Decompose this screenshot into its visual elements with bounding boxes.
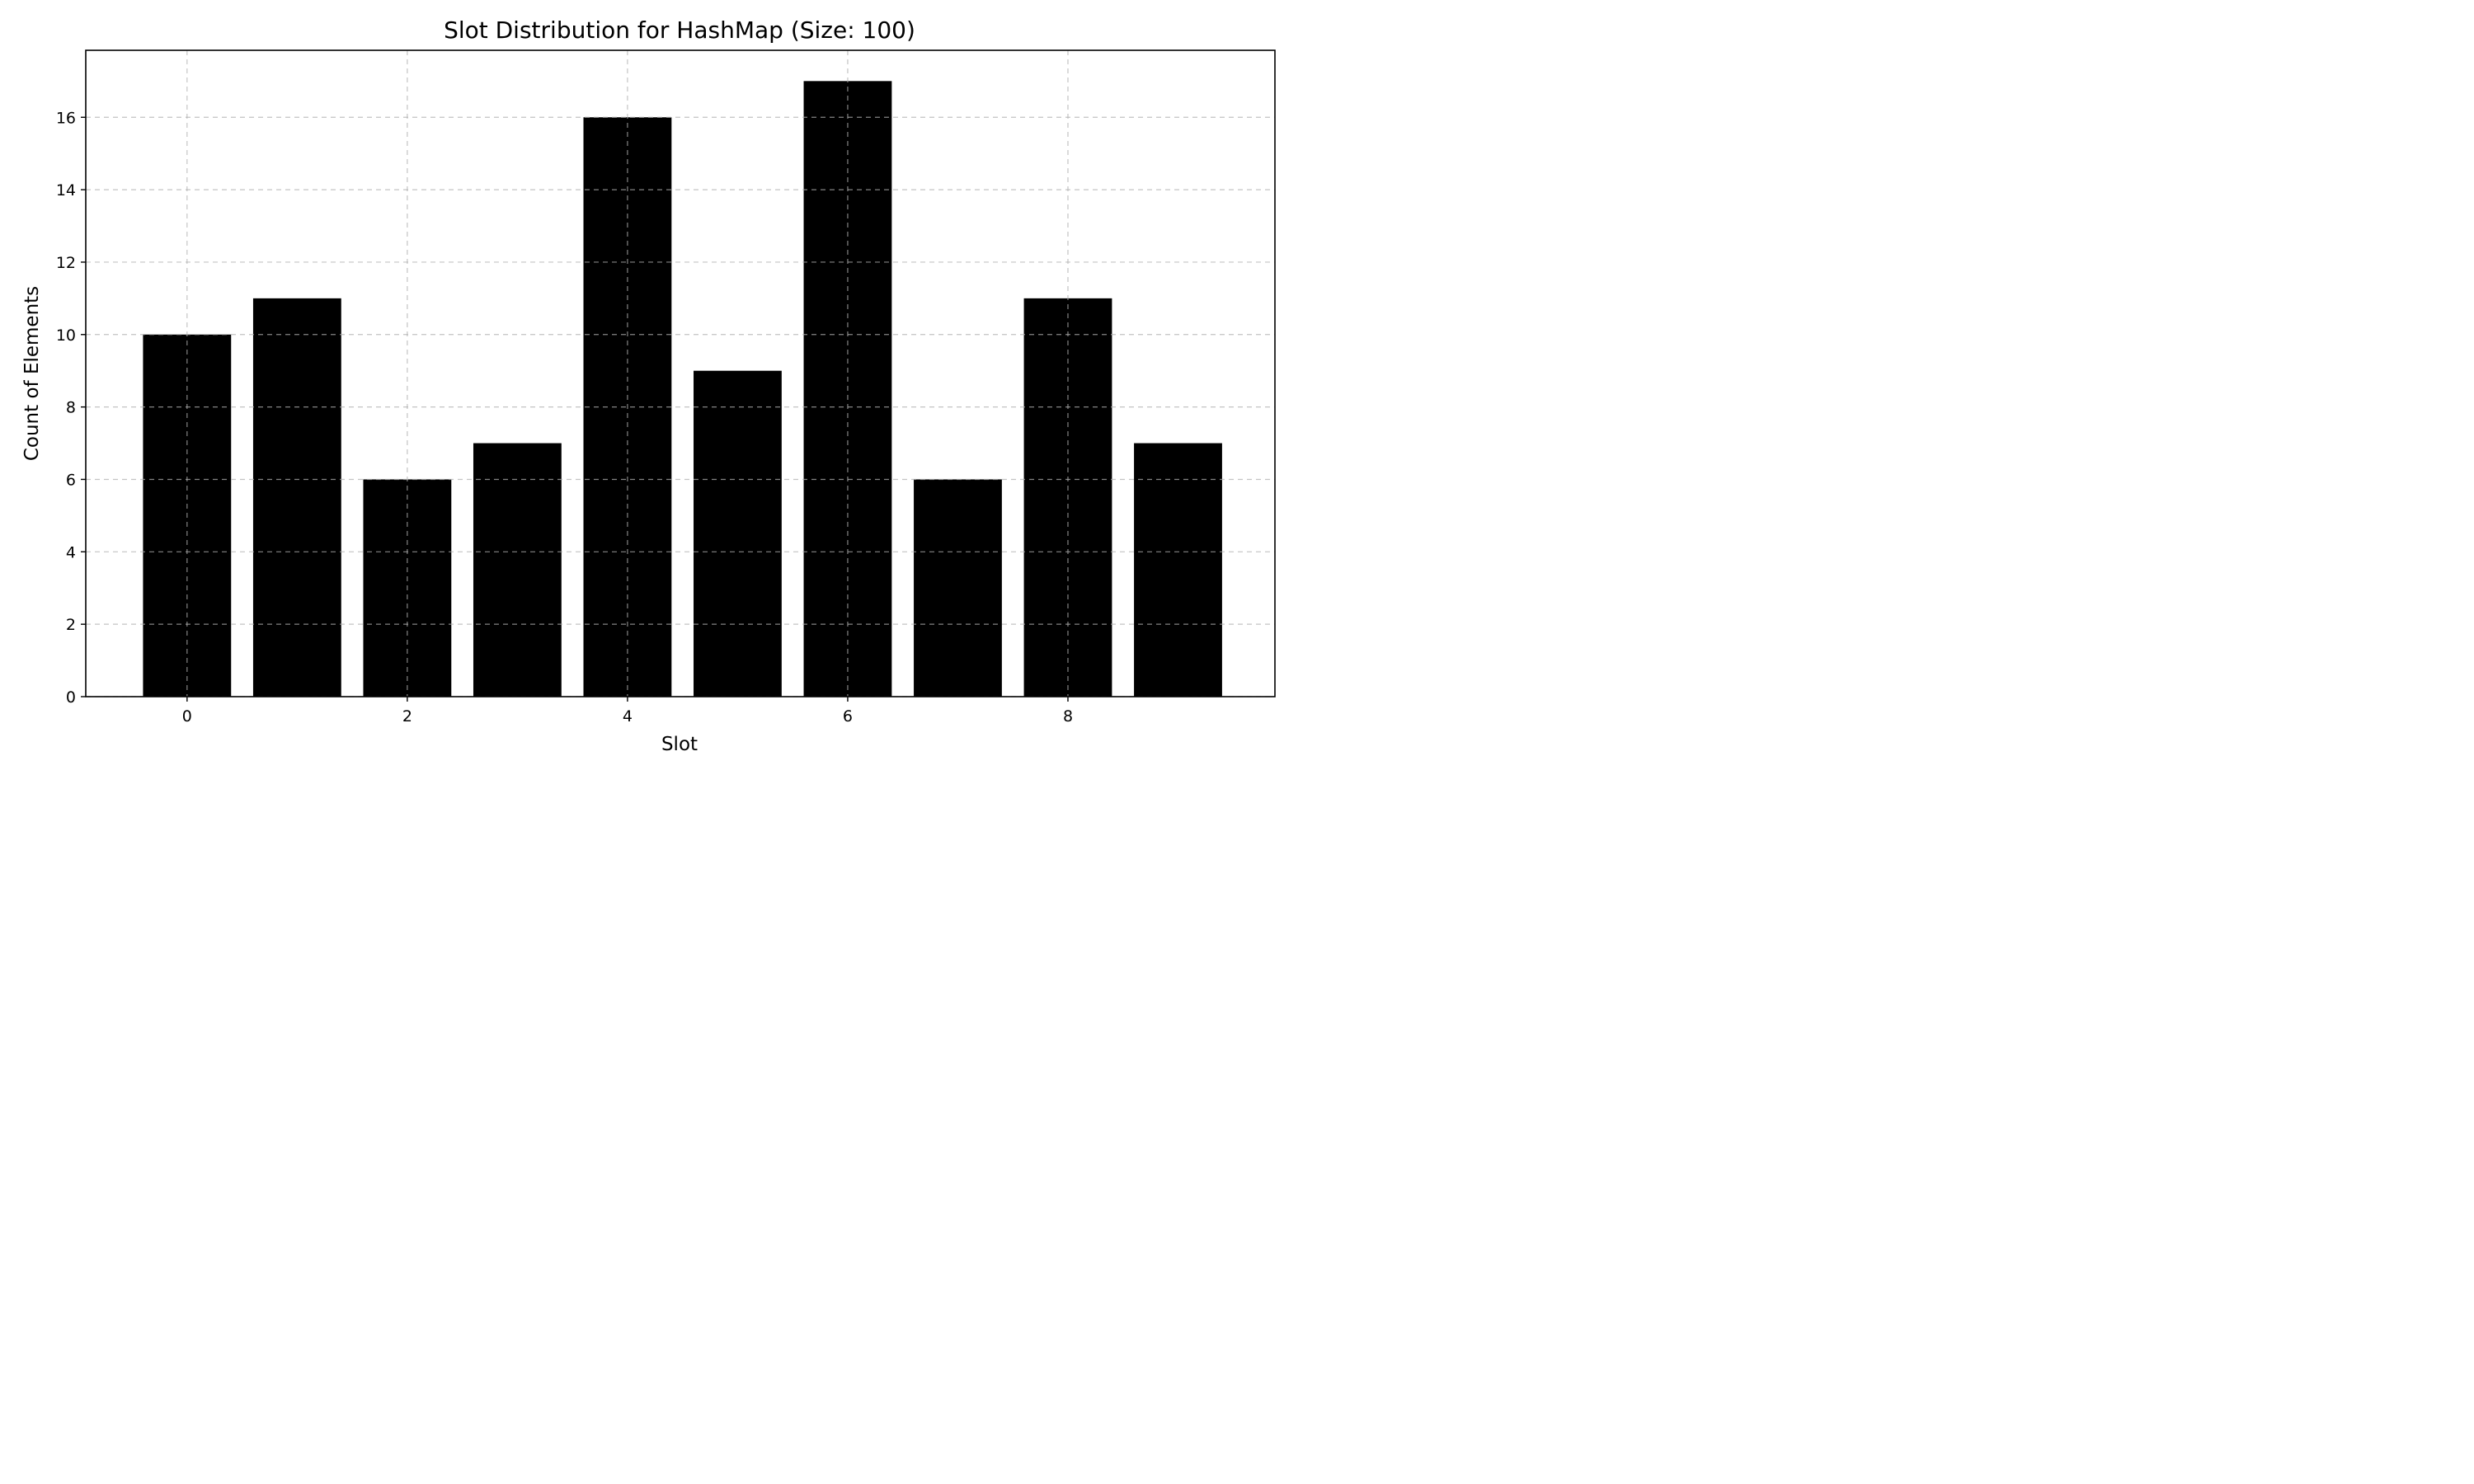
bars [143,81,1222,697]
x-tick-label-6: 6 [843,707,853,726]
bar-slot-9 [1134,443,1222,697]
x-tick-label-2: 2 [402,707,412,726]
bar-slot-3 [473,443,562,697]
y-tick-label-8: 8 [66,399,76,417]
x-tick-label-4: 4 [623,707,633,726]
bar-chart: Slot Distribution for HashMap (Size: 100… [21,16,1276,755]
x-tick-label-8: 8 [1063,707,1073,726]
x-axis-ticks: 0 2 4 6 8 [182,697,1073,726]
y-axis-title: Count of Elements [21,286,43,461]
chart-container: Slot Distribution for HashMap (Size: 100… [0,0,1293,776]
x-axis-title: Slot [661,734,698,755]
y-tick-label-16: 16 [56,109,76,127]
y-tick-label-10: 10 [56,326,76,345]
plot-area-frame [85,49,1276,697]
y-tick-label-14: 14 [56,181,76,200]
y-tick-label-0: 0 [66,688,76,707]
y-tick-label-12: 12 [56,254,76,272]
bar-slot-7 [914,479,1002,697]
y-tick-label-2: 2 [66,616,76,634]
bar-slot-5 [694,370,782,697]
bar-slot-1 [252,298,341,697]
y-tick-label-4: 4 [66,543,76,561]
x-tick-label-0: 0 [182,707,192,726]
y-axis-ticks: 0 2 4 6 8 10 12 14 16 [56,109,86,707]
y-tick-label-6: 6 [66,471,76,489]
gridlines [86,50,1275,697]
chart-title: Slot Distribution for HashMap (Size: 100… [444,16,915,44]
